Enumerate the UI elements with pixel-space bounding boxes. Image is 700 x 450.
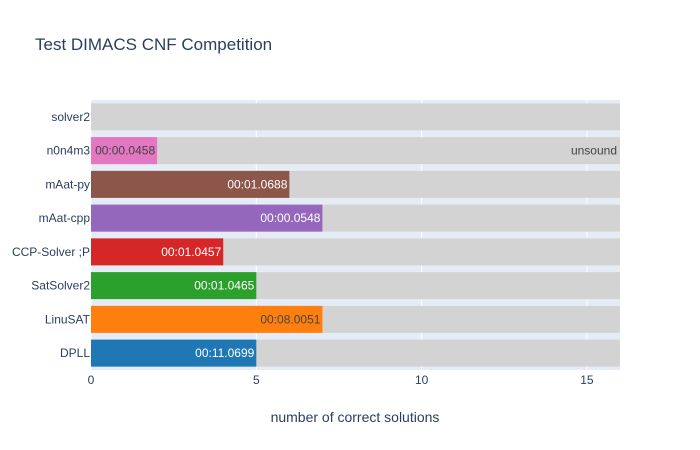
category-label-6: n0n4m3 bbox=[47, 144, 91, 158]
bar-2 bbox=[91, 272, 257, 300]
x-axis-title: number of correct solutions bbox=[271, 409, 440, 425]
x-tick-label-2: 10 bbox=[415, 373, 429, 387]
chart-title: Test DIMACS CNF Competition bbox=[35, 35, 272, 54]
category-label-3: CCP-Solver ;P bbox=[12, 245, 90, 259]
x-axis-ticks: 0 5 10 15 bbox=[88, 373, 594, 387]
category-label-7: solver2 bbox=[51, 110, 90, 124]
bar-3 bbox=[91, 238, 224, 266]
bars-group: 00:11.0699 DPLL 00:08.0051 LinuSAT 00:01.046… bbox=[12, 103, 620, 367]
bar-label-1: 00:08.0051 bbox=[260, 312, 320, 326]
x-tick-label-1: 5 bbox=[253, 373, 260, 387]
background-bar-label-6: unsound bbox=[571, 144, 617, 158]
x-tick-label-0: 0 bbox=[88, 373, 95, 387]
category-label-1: LinuSAT bbox=[45, 312, 91, 326]
background-bar-7 bbox=[91, 103, 620, 131]
bar-6 bbox=[91, 137, 158, 165]
category-label-5: mAat-py bbox=[45, 177, 90, 191]
bar-label-5: 00:01.0688 bbox=[227, 177, 287, 191]
bar-label-2: 00:01.0465 bbox=[194, 279, 254, 293]
bar-4 bbox=[91, 204, 323, 232]
bar-0 bbox=[91, 339, 257, 367]
category-label-2: SatSolver2 bbox=[31, 279, 90, 293]
bar-label-6: 00:00.0458 bbox=[95, 144, 155, 158]
bar-5 bbox=[91, 170, 290, 198]
bar-label-4: 00:00.0548 bbox=[260, 211, 320, 225]
bar-1 bbox=[91, 305, 323, 333]
background-bar-6 bbox=[91, 137, 620, 165]
category-label-0: DPLL bbox=[60, 346, 90, 360]
bar-label-3: 00:01.0457 bbox=[161, 245, 221, 259]
category-label-4: mAat-cpp bbox=[39, 211, 91, 225]
bar-label-0: 00:11.0699 bbox=[195, 346, 254, 360]
x-tick-label-3: 15 bbox=[580, 373, 594, 387]
